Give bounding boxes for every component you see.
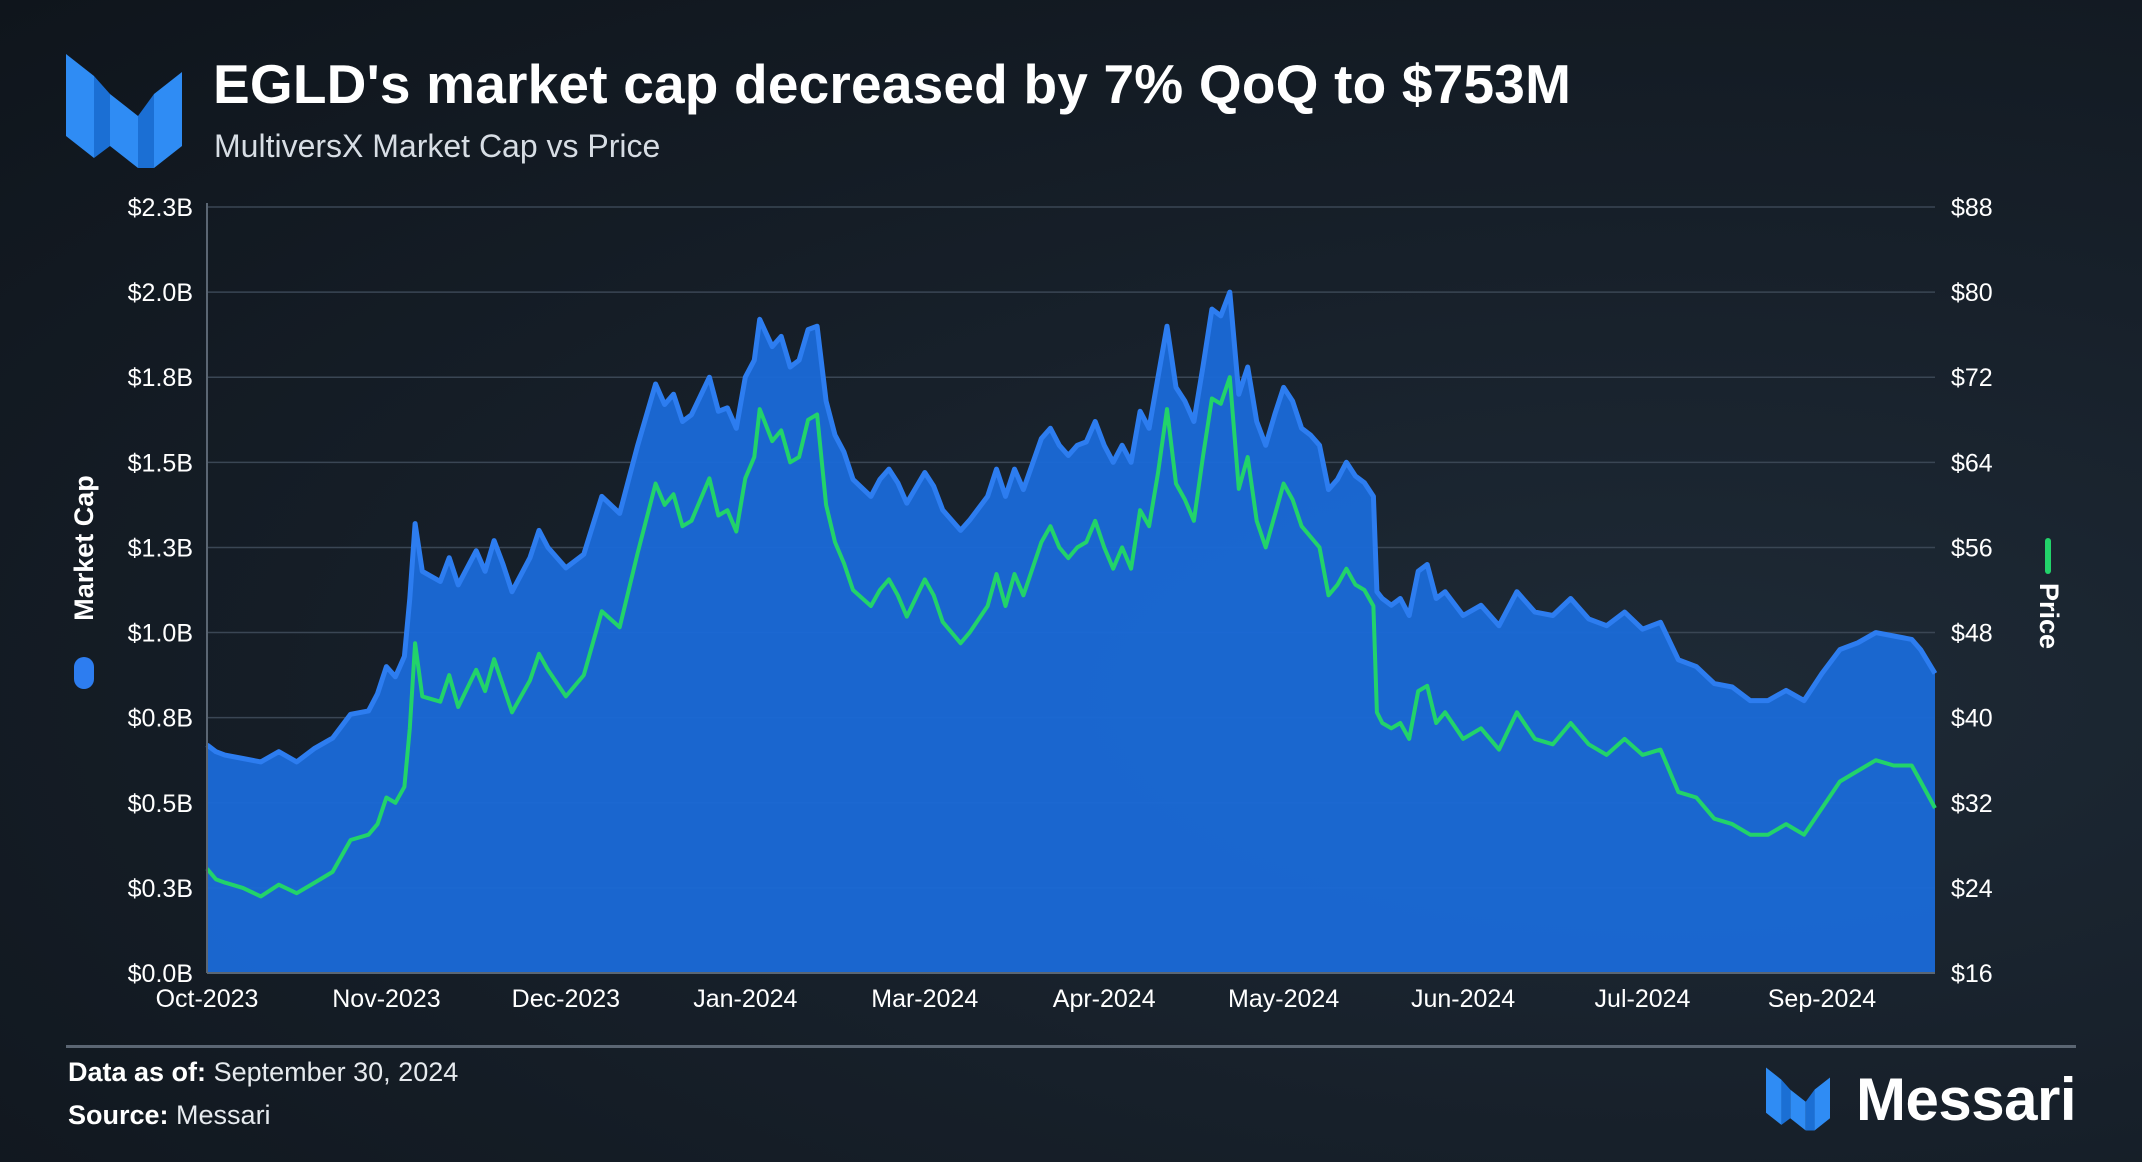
y2-tick-label: $32: [1951, 790, 1993, 818]
y-tick-label: $1.8B: [128, 364, 193, 392]
y2-tick-label: $72: [1951, 364, 1993, 392]
data-as-of-value: September 30, 2024: [213, 1057, 459, 1087]
chart-subtitle: MultiversX Market Cap vs Price: [214, 128, 661, 164]
right-axis-title: Price: [2034, 583, 2064, 649]
market-cap-line: [205, 289, 1938, 765]
market-cap-vs-price-chart: $0.0B $16 $0.3B $24 $0.5B $32 $0.8B $40 $1.0B $48…: [69, 194, 2064, 1013]
messari-logo-icon: [66, 54, 182, 168]
x-tick-label: Sep-2024: [1768, 985, 1877, 1013]
y2-tick-label: $16: [1951, 960, 1993, 988]
data-as-of: Data as of: September 30, 2024: [68, 1057, 458, 1088]
source: Source: Messari: [68, 1100, 271, 1131]
y-tick-label: $1.3B: [128, 534, 193, 562]
y2-tick-label: $64: [1951, 449, 1993, 477]
left-axis-legend: Market Cap: [69, 475, 99, 689]
series-layer: [205, 289, 1938, 974]
x-tick-label: Jul-2024: [1595, 985, 1691, 1013]
x-tick-label: May-2024: [1228, 985, 1339, 1013]
y-tick-label: $0.3B: [128, 875, 193, 903]
y-tick-label: $2.0B: [128, 279, 193, 307]
y-tick-label: $0.0B: [128, 960, 193, 988]
brand-name: Messari: [1856, 1065, 2076, 1133]
price-legend-swatch: [2045, 538, 2051, 574]
axes: [206, 203, 1935, 974]
x-tick-label: Oct-2023: [156, 985, 259, 1013]
footer-divider: [66, 1045, 2076, 1048]
y-tick-label: $0.8B: [128, 705, 193, 733]
data-as-of-label: Data as of:: [68, 1057, 207, 1087]
y2-tick-label: $88: [1951, 194, 1993, 222]
y2-tick-label: $40: [1951, 705, 1993, 733]
right-axis-legend: Price: [2034, 538, 2064, 649]
chart-title: EGLD's market cap decreased by 7% QoQ to…: [213, 53, 1572, 115]
y-tick-label: $0.5B: [128, 790, 193, 818]
y2-tick-label: $80: [1951, 279, 1993, 307]
x-tick-label: Nov-2023: [332, 985, 440, 1013]
messari-mark-icon: [1766, 1067, 1831, 1131]
y-tick-label: $1.5B: [128, 449, 193, 477]
y-tick-label: $2.3B: [128, 194, 193, 222]
tick-labels: $0.0B $16 $0.3B $24 $0.5B $32 $0.8B $40 $1.0B $48…: [128, 194, 1993, 1013]
y2-tick-label: $56: [1951, 534, 1993, 562]
price-line: [205, 375, 1937, 899]
market-cap-area: [207, 292, 1935, 974]
x-tick-label: Jan-2024: [693, 985, 797, 1013]
left-axis-title: Market Cap: [69, 475, 99, 621]
messari-brand: Messari: [1766, 1062, 2076, 1136]
source-label: Source:: [68, 1100, 169, 1130]
x-tick-label: Jun-2024: [1411, 985, 1515, 1013]
source-value: Messari: [176, 1100, 271, 1130]
y2-tick-label: $48: [1951, 620, 1993, 648]
x-tick-label: Apr-2024: [1053, 985, 1156, 1013]
y-tick-label: $1.0B: [128, 620, 193, 648]
x-tick-label: Dec-2023: [512, 985, 620, 1013]
market-cap-legend-swatch: [74, 657, 94, 689]
y2-tick-label: $24: [1951, 875, 1993, 903]
x-tick-label: Mar-2024: [871, 985, 978, 1013]
